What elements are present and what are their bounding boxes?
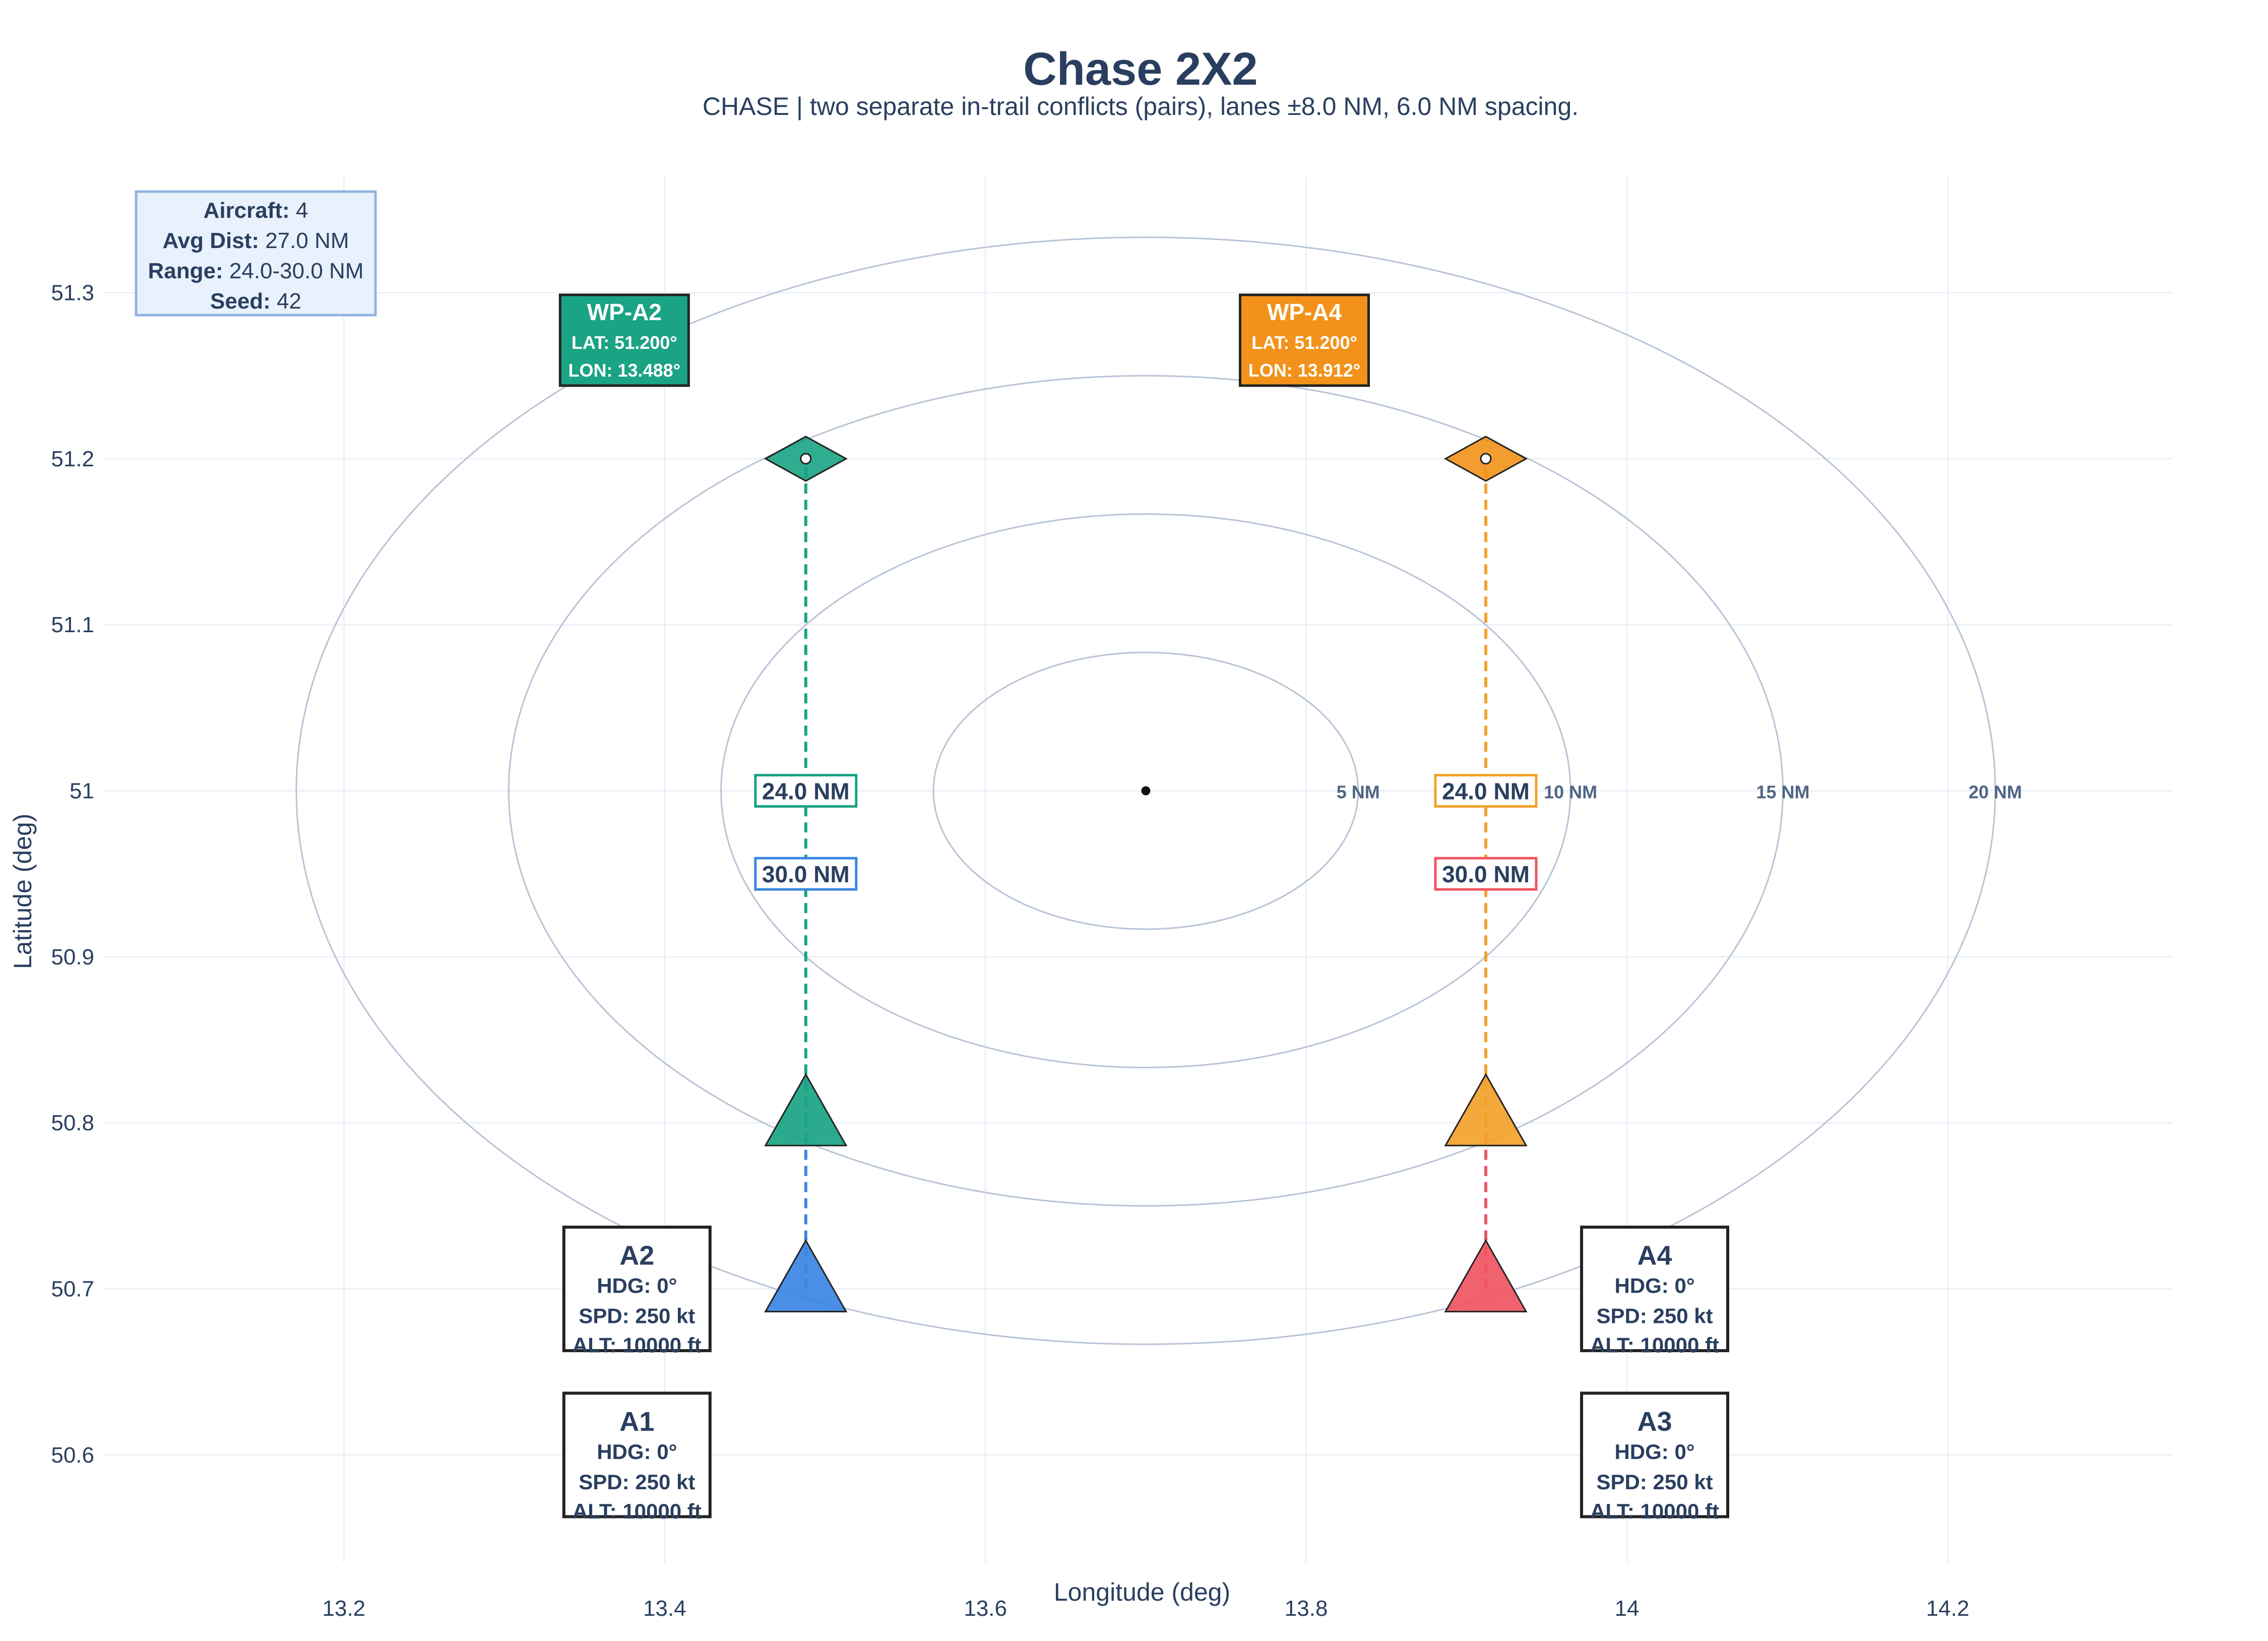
waypoint-lat: LAT: 51.200°	[572, 332, 677, 353]
x-axis-label: Longitude (deg)	[1054, 1578, 1230, 1606]
gridlines	[103, 176, 2172, 1563]
aircraft-id: A3	[1637, 1407, 1672, 1437]
aircraft-altitude: ALT: 10000 ft	[1590, 1333, 1719, 1357]
waypoint-label-box	[1239, 293, 1370, 387]
info-value: 42	[277, 289, 301, 314]
aircraft-label-box	[562, 1226, 712, 1353]
x-tick-label: 14.2	[1926, 1596, 1970, 1621]
y-tick-label: 51.2	[51, 447, 94, 471]
distance-label-box	[754, 857, 858, 891]
y-tick-label: 51	[70, 779, 94, 804]
info-box	[135, 190, 377, 317]
aircraft-speed: SPD: 250 kt	[1596, 1470, 1713, 1494]
aircraft-heading: HDG: 0°	[597, 1274, 677, 1298]
waypoint-lon: LON: 13.912°	[1248, 360, 1361, 381]
aircraft-heading: HDG: 0°	[597, 1440, 677, 1464]
flight-paths	[804, 458, 1488, 1289]
aircraft-id: A1	[619, 1407, 654, 1437]
y-tick-label: 50.7	[51, 1277, 94, 1302]
aircraft-altitude: ALT: 10000 ft	[573, 1333, 702, 1357]
info-row: Avg Dist: 27.0 NM	[162, 228, 349, 253]
waypoint-center	[800, 453, 812, 465]
ring-label: 15 NM	[1756, 782, 1810, 803]
range-ring	[295, 236, 1996, 1345]
markers	[764, 436, 1528, 1313]
aircraft-marker	[1444, 1239, 1528, 1313]
aircraft-label-box	[1580, 1226, 1730, 1353]
y-tick-label: 50.8	[51, 1111, 94, 1135]
y-axis-label: Latitude (deg)	[9, 814, 37, 969]
x-tick-label: 13.6	[964, 1596, 1007, 1621]
distance-label: 30.0 NM	[762, 861, 850, 887]
range-rings	[295, 236, 1996, 1345]
waypoint-name: WP-A2	[587, 299, 662, 325]
info-key: Range:	[148, 259, 229, 283]
aircraft-marker	[764, 1073, 848, 1146]
info-value: 27.0 NM	[265, 228, 349, 253]
distance-label: 24.0 NM	[1442, 778, 1530, 805]
aircraft-speed: SPD: 250 kt	[1596, 1304, 1713, 1328]
ring-label: 10 NM	[1544, 782, 1597, 803]
chart-subtitle: CHASE | two separate in-trail conflicts …	[703, 92, 1579, 120]
x-tick-label: 13.2	[323, 1596, 366, 1621]
info-value: 24.0-30.0 NM	[229, 259, 364, 283]
aircraft-speed: SPD: 250 kt	[579, 1470, 695, 1494]
y-tick-label: 51.3	[51, 281, 94, 306]
aircraft-id: A4	[1637, 1241, 1672, 1271]
annotations: 5 NM 10 NM 15 NM 20 NM 30.0 NM 24.0 NM 30.0 NM…	[135, 190, 2022, 1523]
distance-label-box	[754, 774, 858, 808]
x-tick-label: 13.4	[643, 1596, 686, 1621]
aircraft-marker	[764, 1239, 848, 1313]
x-tick-label: 14	[1615, 1596, 1640, 1621]
aircraft-speed: SPD: 250 kt	[579, 1304, 695, 1328]
aircraft-label-box	[562, 1391, 712, 1518]
y-tick-label: 51.1	[51, 613, 94, 637]
waypoint-name: WP-A4	[1267, 299, 1342, 325]
chart-title: Chase 2X2	[1023, 43, 1257, 95]
waypoint-label-box	[558, 293, 690, 387]
x-tick-label: 13.8	[1285, 1596, 1328, 1621]
waypoint-lon: LON: 13.488°	[569, 360, 681, 381]
info-key: Seed:	[210, 289, 277, 314]
y-tick-label: 50.9	[51, 945, 94, 969]
y-tick-label: 50.6	[51, 1443, 94, 1468]
info-value: 4	[296, 198, 308, 223]
waypoint-lat: LAT: 51.200°	[1251, 332, 1357, 353]
aircraft-label-box	[1580, 1391, 1730, 1518]
aircraft-heading: HDG: 0°	[1614, 1440, 1694, 1464]
range-ring	[508, 375, 1784, 1207]
waypoint-center	[1480, 453, 1492, 465]
distance-label: 24.0 NM	[762, 778, 850, 805]
distance-label: 30.0 NM	[1442, 861, 1530, 887]
aircraft-id: A2	[619, 1241, 654, 1271]
info-key: Aircraft:	[204, 198, 296, 223]
aircraft-altitude: ALT: 10000 ft	[573, 1499, 702, 1523]
range-ring	[720, 513, 1571, 1068]
center-point	[1141, 786, 1151, 796]
info-row: Aircraft: 4	[204, 198, 308, 223]
aircraft-altitude: ALT: 10000 ft	[1590, 1499, 1719, 1523]
aircraft-heading: HDG: 0°	[1614, 1274, 1694, 1298]
axes: 13.2 13.4 13.6 13.8 14 14.2 50.6 50.7 50.8 50.9 51…	[51, 281, 1969, 1621]
ring-label: 20 NM	[1969, 782, 2022, 803]
aircraft-marker	[1444, 1073, 1528, 1146]
ring-label: 5 NM	[1337, 782, 1380, 803]
distance-label-box	[1434, 774, 1538, 808]
distance-label-box	[1434, 857, 1538, 891]
info-row: Range: 24.0-30.0 NM	[148, 259, 364, 283]
info-key: Avg Dist:	[162, 228, 265, 253]
range-ring	[932, 651, 1359, 930]
info-row: Seed: 42	[210, 289, 301, 314]
